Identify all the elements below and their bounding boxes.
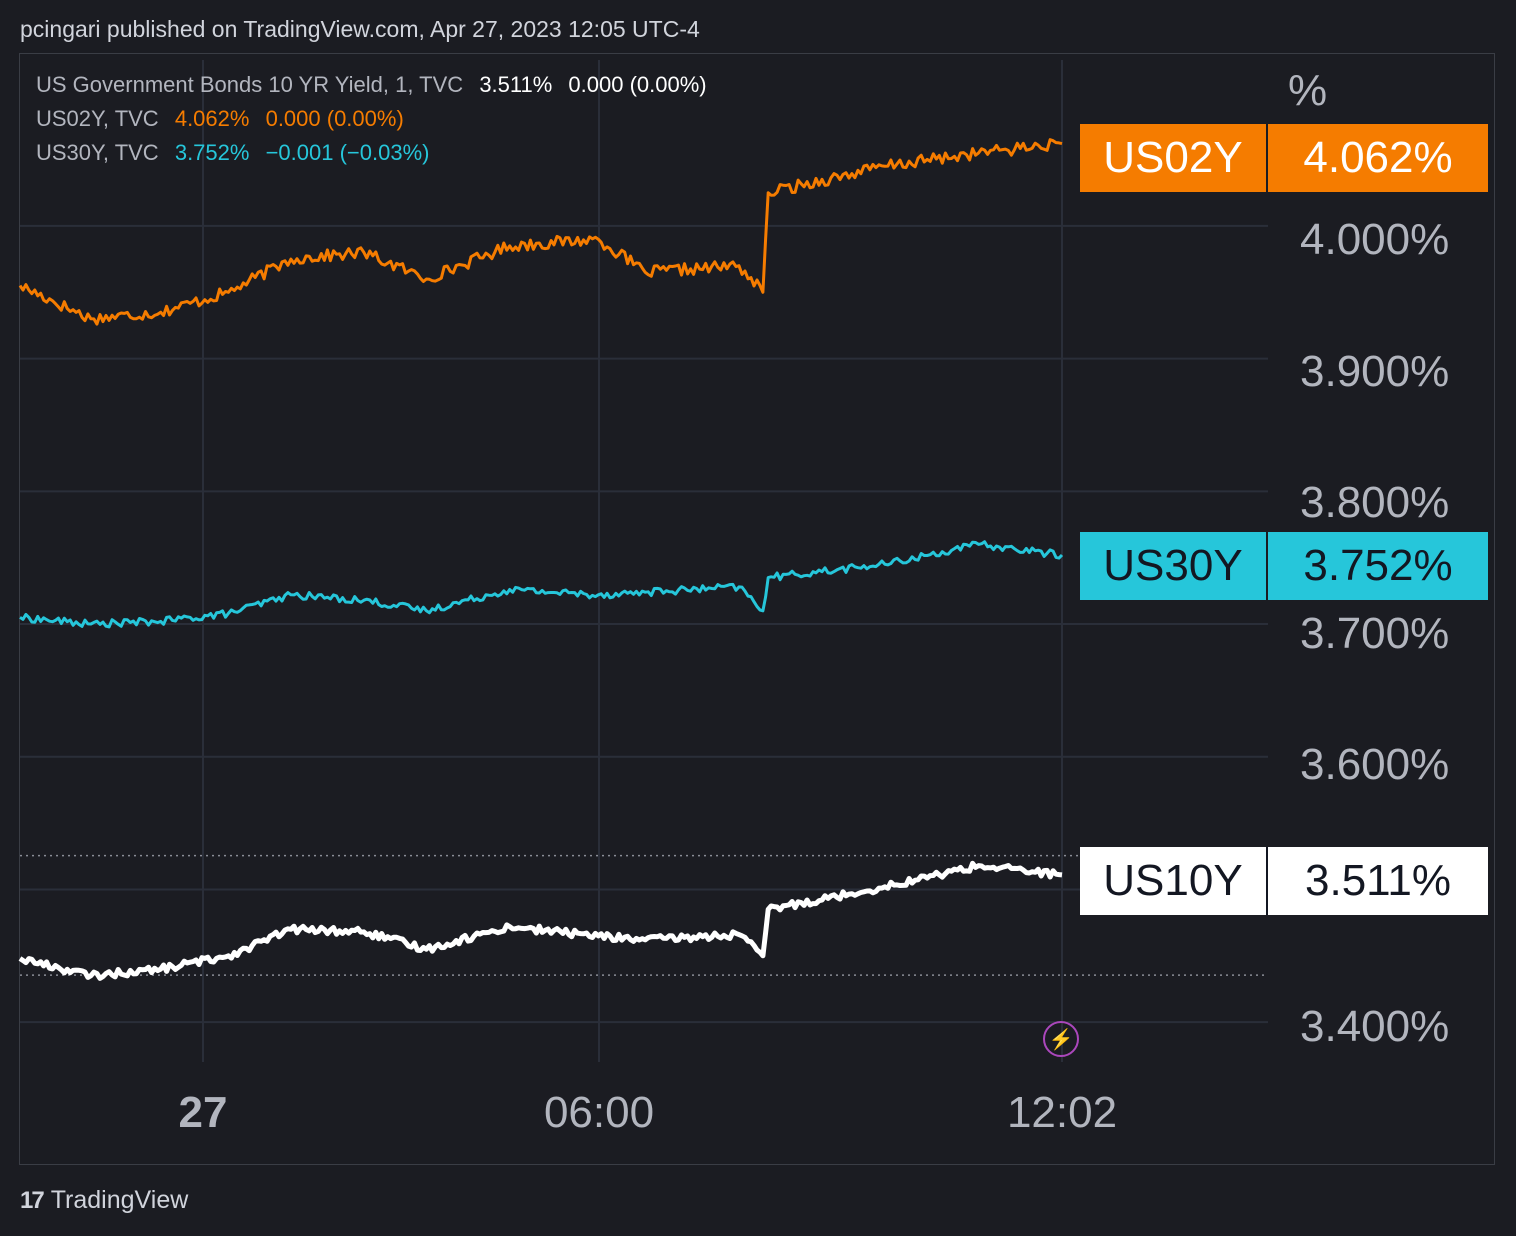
x-tick-label: 12:02 (1006, 1088, 1118, 1137)
lightning-icon[interactable]: ⚡ (1043, 1021, 1079, 1057)
series-line-us02y (18, 138, 1063, 326)
legend-us02y-change: 0.000 (0.00%) (265, 106, 404, 131)
legend-row-us10y[interactable]: US Government Bonds 10 YR Yield, 1, TVC … (36, 72, 717, 98)
price-tag-symbol: US02Y (1103, 133, 1243, 182)
y-tick-label: 3.400% (1300, 1002, 1450, 1051)
legend-us02y-name: US02Y, TVC (36, 106, 159, 131)
legend-row-us30y[interactable]: US30Y, TVC 3.752% −0.001 (−0.03%) (36, 140, 439, 166)
series-lines (18, 138, 1064, 981)
legend-us30y-change: −0.001 (−0.03%) (265, 140, 430, 165)
price-tag-symbol: US10Y (1103, 856, 1243, 905)
x-tick-label: 27 (178, 1088, 228, 1137)
price-tag-value: 3.511% (1266, 847, 1488, 915)
y-tick-label: 3.900% (1300, 347, 1450, 396)
chart-frame[interactable] (19, 53, 1495, 1165)
price-tag-symbol: US30Y (1103, 541, 1243, 590)
price-tag-us10y[interactable]: US10Y 3.511% (1080, 847, 1488, 915)
x-tick-label: 06:00 (543, 1088, 655, 1137)
series-line-us30y (19, 540, 1064, 629)
footer-branding: 17 TradingView (20, 1186, 188, 1215)
legend-us30y-name: US30Y, TVC (36, 140, 159, 165)
y-tick-label: 3.600% (1300, 740, 1450, 789)
legend-us10y-name: US Government Bonds 10 YR Yield, 1, TVC (36, 72, 464, 97)
legend-us10y-change: 0.000 (0.00%) (568, 72, 707, 97)
legend-us10y-value: 3.511% (479, 72, 553, 97)
price-tag-us30y[interactable]: US30Y 3.752% (1080, 532, 1488, 600)
grid-lines (20, 60, 1268, 1062)
price-tag-value: 3.752% (1266, 532, 1488, 600)
y-tick-label: 3.800% (1300, 478, 1450, 527)
y-axis-unit: % (1288, 66, 1328, 115)
publication-attribution: pcingari published on TradingView.com, A… (20, 16, 700, 42)
tradingview-logo-icon: 17 (20, 1186, 45, 1214)
legend-row-us02y[interactable]: US02Y, TVC 4.062% 0.000 (0.00%) (36, 106, 414, 132)
legend-us02y-value: 4.062% (174, 106, 250, 131)
y-tick-label: 3.700% (1300, 609, 1450, 658)
y-tick-label: 4.000% (1300, 215, 1450, 264)
series-line-us10y (18, 860, 1063, 981)
legend-us30y-value: 3.752% (174, 140, 250, 165)
price-tag-value: 4.062% (1266, 124, 1488, 192)
price-reference-lines (20, 854, 1268, 976)
brand-name: TradingView (50, 1186, 189, 1214)
price-tag-us02y[interactable]: US02Y 4.062% (1080, 124, 1488, 192)
